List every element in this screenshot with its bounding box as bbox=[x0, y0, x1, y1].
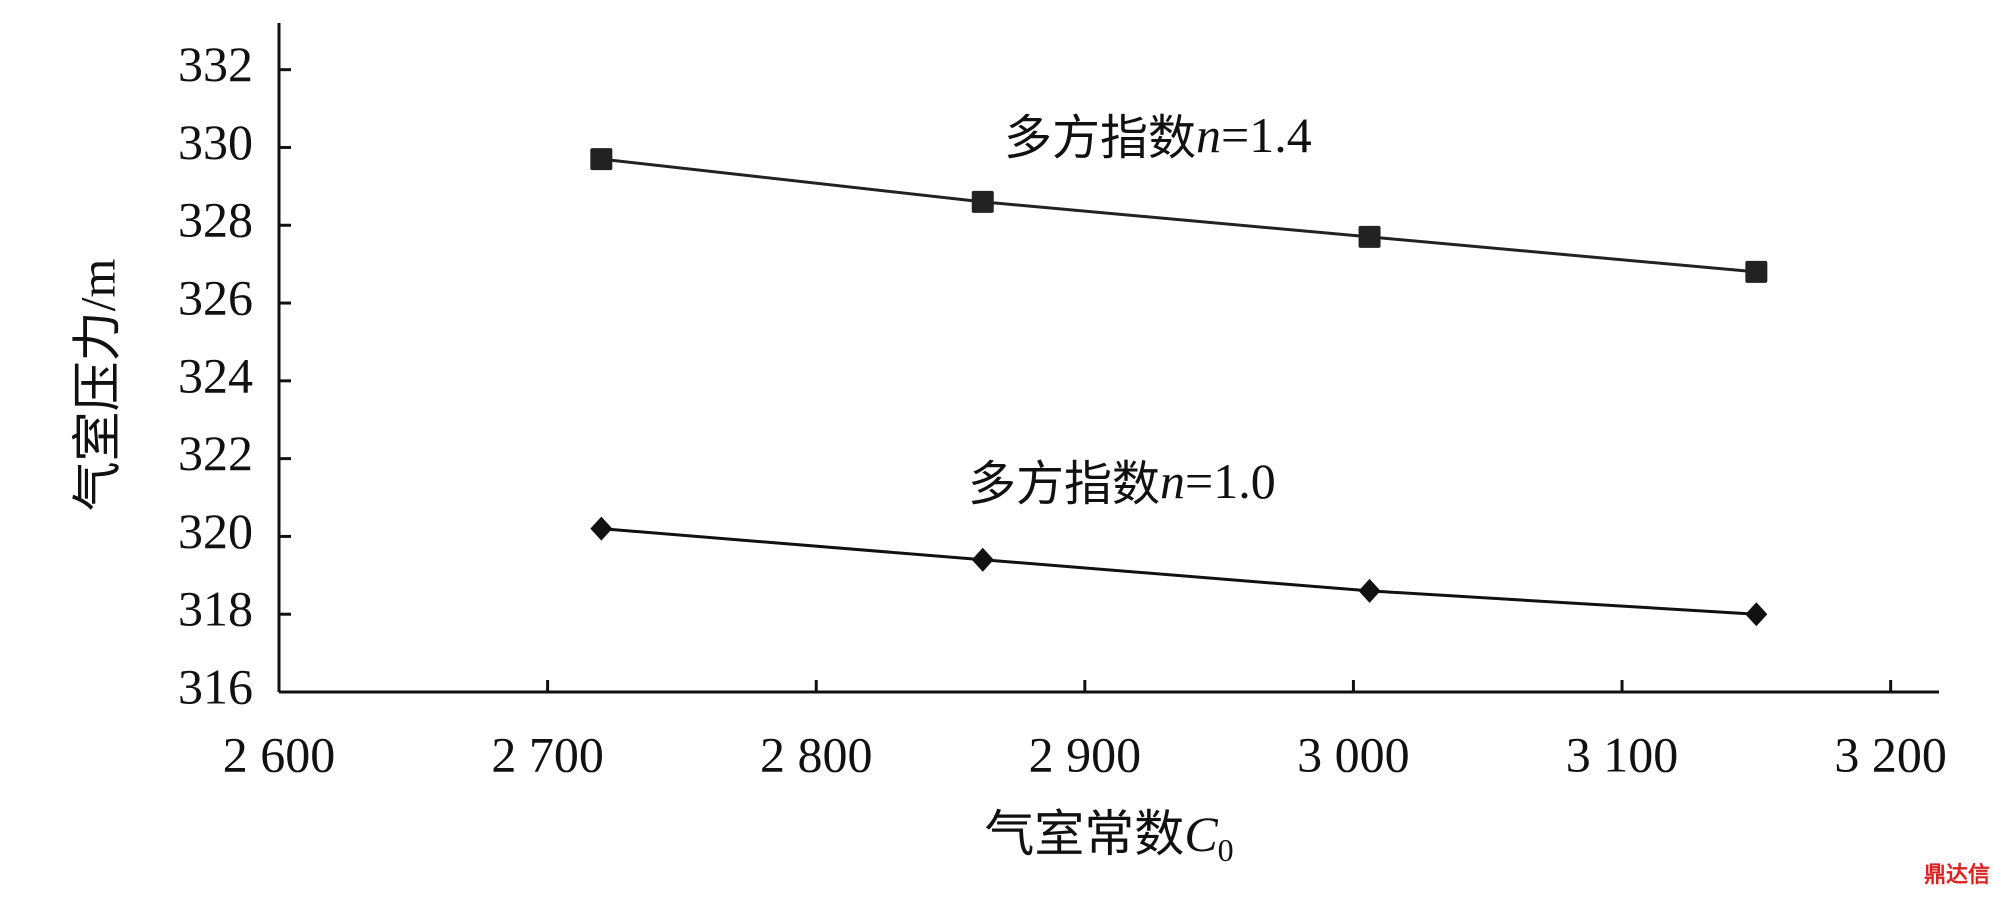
x-tick-label: 3 100 bbox=[1566, 726, 1679, 782]
annotation-part: 多方指数 bbox=[1004, 110, 1196, 166]
series-annotation: 多方指数n=1.4 bbox=[1004, 107, 1312, 166]
y-tick-label: 332 bbox=[178, 36, 253, 92]
y-tick-label: 320 bbox=[178, 503, 253, 559]
annotation-part: n bbox=[1196, 107, 1221, 163]
marker bbox=[1358, 225, 1381, 248]
marker bbox=[590, 516, 613, 541]
x-tick-label: 2 800 bbox=[760, 726, 873, 782]
y-axis-label: 气室压力/m bbox=[69, 259, 125, 512]
watermark: 鼎达信 bbox=[1924, 862, 1990, 888]
series-line bbox=[601, 157, 1757, 274]
x-label-part: C bbox=[1184, 806, 1218, 862]
y-tick-label: 316 bbox=[178, 658, 253, 714]
series-line bbox=[601, 527, 1757, 616]
x-tick-label: 2 900 bbox=[1029, 726, 1142, 782]
x-tick-label: 3 200 bbox=[1834, 726, 1947, 782]
y-tick-label: 328 bbox=[178, 192, 253, 248]
x-label-part: 0 bbox=[1218, 832, 1234, 868]
y-tick-label: 326 bbox=[178, 270, 253, 326]
annotation-part: =1.4 bbox=[1221, 107, 1312, 163]
marker bbox=[1358, 578, 1381, 603]
x-label-part: 气室常数 bbox=[984, 806, 1184, 862]
annotation-part: =1.0 bbox=[1185, 453, 1276, 509]
marker bbox=[1745, 602, 1768, 627]
annotation-part: n bbox=[1160, 453, 1185, 509]
marker bbox=[971, 547, 994, 572]
y-tick-label: 322 bbox=[178, 425, 253, 481]
x-axis-label: 气室常数C0 bbox=[984, 806, 1233, 868]
series-annotation: 多方指数n=1.0 bbox=[968, 453, 1276, 512]
y-tick-label: 318 bbox=[178, 581, 253, 637]
marker bbox=[590, 148, 613, 171]
x-tick-label: 2 600 bbox=[223, 726, 336, 782]
marker bbox=[1745, 260, 1768, 283]
marker bbox=[971, 190, 994, 213]
annotation-part: 多方指数 bbox=[968, 456, 1160, 512]
y-tick-label: 330 bbox=[178, 114, 253, 170]
x-tick-label: 3 000 bbox=[1297, 726, 1410, 782]
y-tick-label: 324 bbox=[178, 347, 253, 403]
x-tick-label: 2 700 bbox=[491, 726, 604, 782]
